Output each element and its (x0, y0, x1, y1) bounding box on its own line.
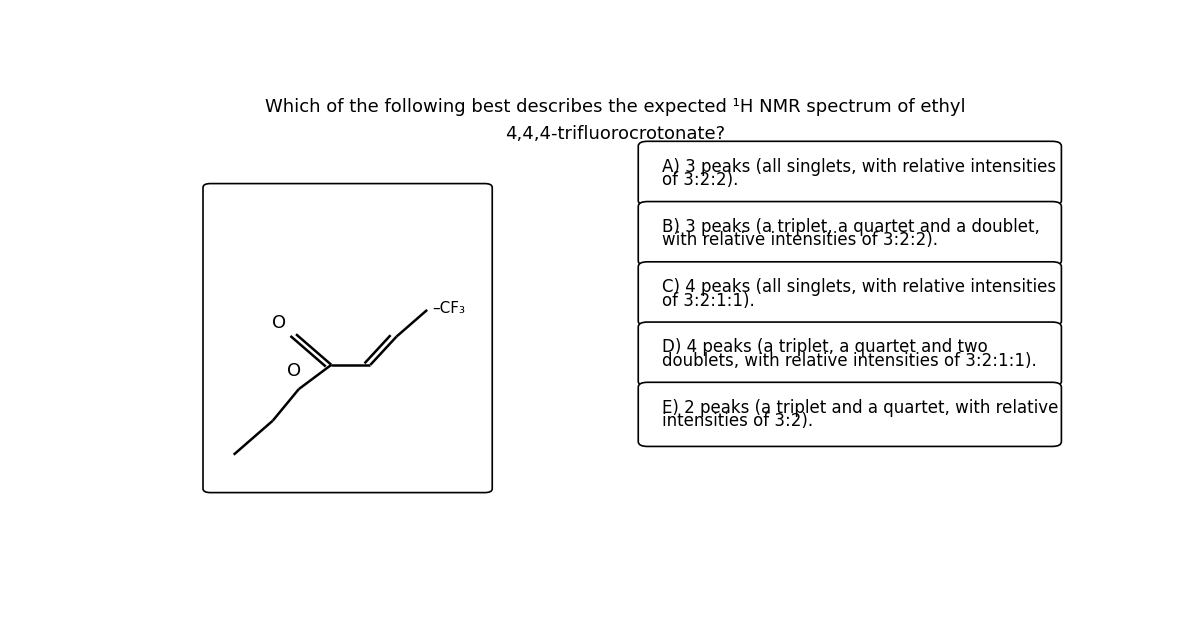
Text: A) 3 peaks (all singlets, with relative intensities: A) 3 peaks (all singlets, with relative … (661, 158, 1056, 175)
Text: E) 2 peaks (a triplet and a quartet, with relative: E) 2 peaks (a triplet and a quartet, wit… (661, 399, 1058, 416)
Text: C) 4 peaks (all singlets, with relative intensities: C) 4 peaks (all singlets, with relative … (661, 278, 1056, 296)
Text: of 3:2:2).: of 3:2:2). (661, 171, 738, 189)
FancyBboxPatch shape (638, 382, 1062, 447)
Text: O: O (287, 362, 301, 380)
FancyBboxPatch shape (638, 141, 1062, 206)
Text: of 3:2:1:1).: of 3:2:1:1). (661, 292, 755, 310)
Text: D) 4 peaks (a triplet, a quartet and two: D) 4 peaks (a triplet, a quartet and two (661, 338, 988, 357)
FancyBboxPatch shape (638, 262, 1062, 326)
Text: –CF₃: –CF₃ (432, 302, 464, 316)
Text: O: O (272, 314, 287, 333)
Text: B) 3 peaks (a triplet, a quartet and a doublet,: B) 3 peaks (a triplet, a quartet and a d… (661, 218, 1039, 236)
FancyBboxPatch shape (638, 201, 1062, 266)
Text: Which of the following best describes the expected ¹H NMR spectrum of ethyl: Which of the following best describes th… (265, 98, 965, 116)
Text: with relative intensities of 3:2:2).: with relative intensities of 3:2:2). (661, 232, 937, 249)
Text: intensities of 3:2).: intensities of 3:2). (661, 412, 812, 430)
FancyBboxPatch shape (203, 184, 492, 493)
Text: doublets, with relative intensities of 3:2:1:1).: doublets, with relative intensities of 3… (661, 352, 1037, 370)
FancyBboxPatch shape (638, 322, 1062, 386)
Text: 4,4,4-trifluorocrotonate?: 4,4,4-trifluorocrotonate? (505, 125, 725, 143)
